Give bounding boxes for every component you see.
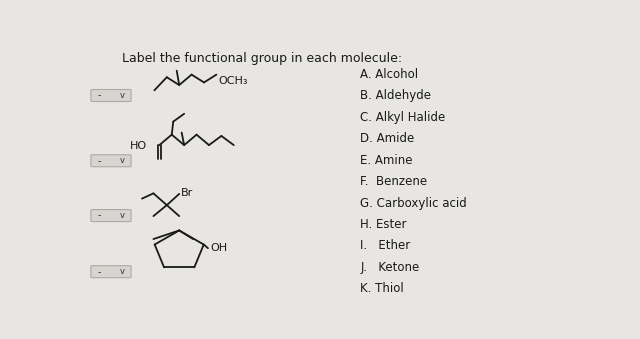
Text: K. Thiol: K. Thiol (360, 282, 404, 295)
Text: OCH₃: OCH₃ (218, 76, 248, 86)
Text: H. Ester: H. Ester (360, 218, 407, 231)
Text: C. Alkyl Halide: C. Alkyl Halide (360, 111, 445, 124)
FancyBboxPatch shape (91, 210, 131, 222)
Text: HO: HO (130, 141, 147, 152)
Text: I.   Ether: I. Ether (360, 239, 410, 252)
Text: G. Carboxylic acid: G. Carboxylic acid (360, 197, 467, 210)
Text: -: - (97, 211, 101, 221)
Text: OH: OH (210, 243, 227, 253)
Text: v: v (120, 267, 125, 276)
Text: -: - (97, 156, 101, 166)
Text: -: - (97, 91, 101, 100)
FancyBboxPatch shape (91, 155, 131, 167)
Text: J.   Ketone: J. Ketone (360, 261, 419, 274)
Text: Label the functional group in each molecule:: Label the functional group in each molec… (122, 53, 403, 65)
FancyBboxPatch shape (91, 266, 131, 278)
Text: v: v (120, 91, 125, 100)
Text: Br: Br (180, 188, 193, 198)
Text: v: v (120, 211, 125, 220)
Text: -: - (97, 267, 101, 277)
Text: B. Aldehyde: B. Aldehyde (360, 89, 431, 102)
Text: v: v (120, 156, 125, 165)
Text: A. Alcohol: A. Alcohol (360, 68, 419, 81)
Text: F.  Benzene: F. Benzene (360, 175, 428, 188)
Text: E. Amine: E. Amine (360, 154, 413, 167)
FancyBboxPatch shape (91, 89, 131, 101)
Text: D. Amide: D. Amide (360, 132, 415, 145)
